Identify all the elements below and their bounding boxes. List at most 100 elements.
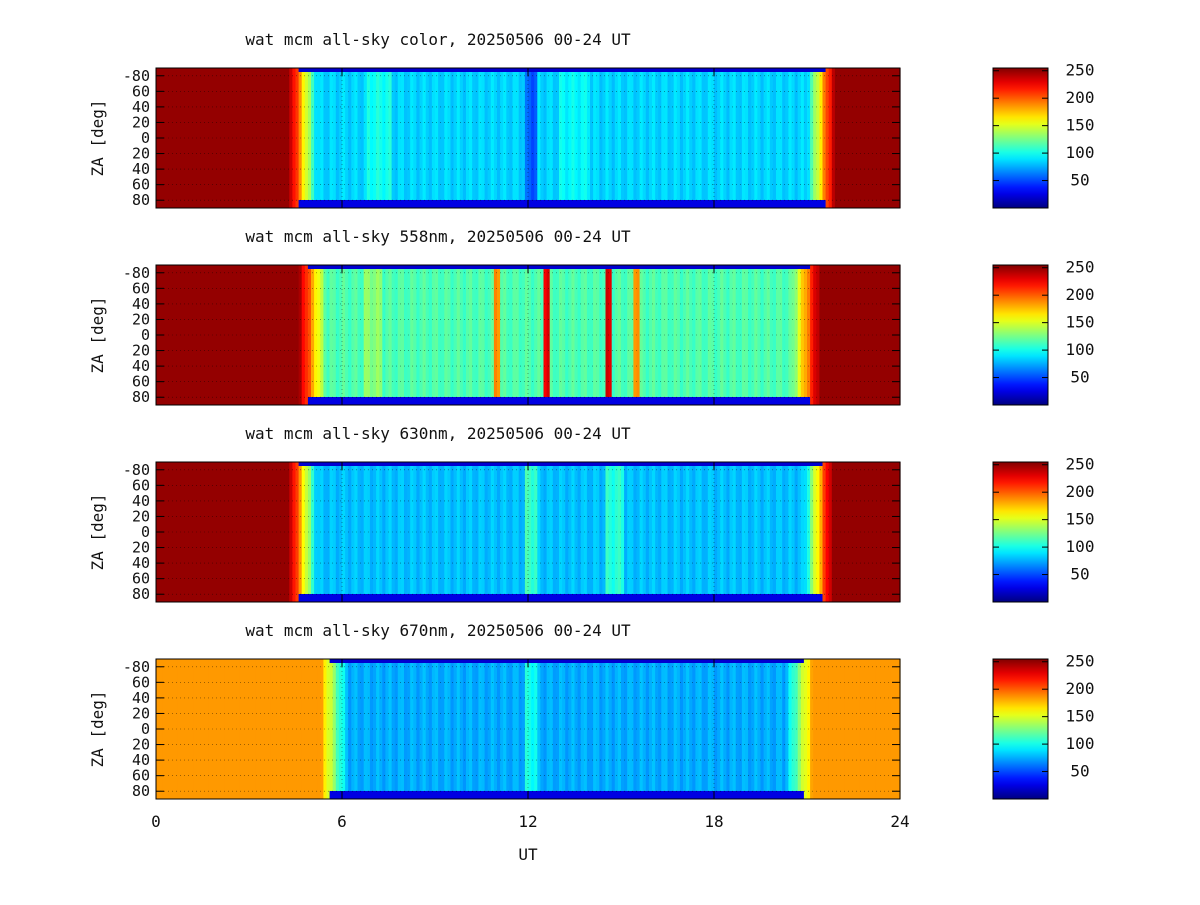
y-tick-label: 40 [132,751,150,769]
heatmap-column [261,68,266,208]
heatmap-column [515,659,520,799]
y-axis-label: ZA [deg] [88,99,107,176]
heatmap-column [373,265,377,405]
heatmap-column [549,462,554,602]
heatmap-column [816,68,820,208]
heatmap-column [785,659,789,799]
heatmap-column [218,659,222,799]
heatmap-column [249,265,253,405]
heatmap-column [264,659,269,799]
heatmap-column [335,659,340,799]
heatmap-column [745,462,749,602]
heatmap-column [357,68,362,208]
heatmap-column [255,265,259,405]
heatmap-column [624,462,628,602]
heatmap-column [865,659,870,799]
heatmap-column [872,659,876,799]
heatmap-column [810,659,814,799]
heatmap-column [776,462,780,602]
y-tick-label: 60 [132,476,150,494]
heatmap-column [264,265,269,405]
panel-title: wat mcm all-sky 558nm, 20250506 00-24 UT [245,227,631,246]
heatmap-column [388,462,393,602]
heatmap-column [280,659,284,799]
heatmap-column [741,68,746,208]
heatmap-column [317,462,321,602]
heatmap-column [825,265,830,405]
heatmap-column [314,462,318,602]
heatmap-column [701,68,706,208]
heatmap-column [376,68,380,208]
heatmap-column [314,659,318,799]
heatmap-column [177,659,182,799]
heatmap-column [227,68,231,208]
heatmap-column [193,265,197,405]
heatmap-column [397,265,402,405]
heatmap-column [469,462,473,602]
heatmap-column [838,659,842,799]
heatmap-column [391,68,396,208]
heatmap-column [692,462,696,602]
heatmap-column [717,68,721,208]
panel-title: wat mcm all-sky 670nm, 20250506 00-24 UT [245,621,631,640]
heatmap-column [701,462,706,602]
heatmap-column [221,659,225,799]
heatmap-column [583,68,588,208]
heatmap-column [748,462,752,602]
heatmap-column [639,659,644,799]
colorbar-tick-label: 50 [1070,368,1089,387]
heatmap-column [577,659,582,799]
colorbar-tick-label: 50 [1070,171,1089,190]
heatmap-column [692,265,696,405]
heatmap-column [593,462,597,602]
heatmap-column [360,68,365,208]
heatmap-column [875,68,879,208]
heatmap-column [828,462,833,602]
heatmap-column [562,462,566,602]
heatmap-column [667,659,672,799]
heatmap-column [224,265,228,405]
horizon-band-top [298,68,826,72]
heatmap-column [735,265,740,405]
y-tick-label: 0 [141,129,150,147]
heatmap-column [679,462,684,602]
colorbar-tick-label: 150 [1066,707,1095,726]
heatmap-column [679,68,684,208]
heatmap-column [664,265,669,405]
heatmap-column [636,265,641,405]
heatmap-column [481,462,486,602]
heatmap-column [289,659,293,799]
heatmap-column [757,68,762,208]
y-tick-label: 40 [132,554,150,572]
heatmap-column [245,462,250,602]
heatmap-column [856,265,861,405]
heatmap-column [239,68,244,208]
heatmap-column [444,659,448,799]
heatmap-column [819,68,824,208]
heatmap-column [369,659,374,799]
heatmap-column [512,68,517,208]
heatmap-column [859,68,864,208]
heatmap-column [686,659,690,799]
heatmap-column [345,68,349,208]
heatmap-column [459,265,464,405]
panel-4: wat mcm all-sky 670nm, 20250506 00-24 UT… [88,621,1094,864]
heatmap-column [608,265,613,405]
heatmap-column [252,265,256,405]
heatmap-column [571,68,576,208]
heatmap-column [884,265,889,405]
heatmap-column [661,265,665,405]
heatmap-column [373,462,377,602]
heatmap-column [342,462,346,602]
heatmap-column [865,462,870,602]
heatmap-column [689,659,693,799]
heatmap-column [481,265,486,405]
heatmap-column [295,68,300,208]
heatmap-column [599,659,603,799]
heatmap-column [568,462,572,602]
heatmap-column [177,462,182,602]
heatmap-column [772,68,777,208]
heatmap-column [431,68,436,208]
heatmap-column [280,462,284,602]
heatmap-column [847,659,851,799]
